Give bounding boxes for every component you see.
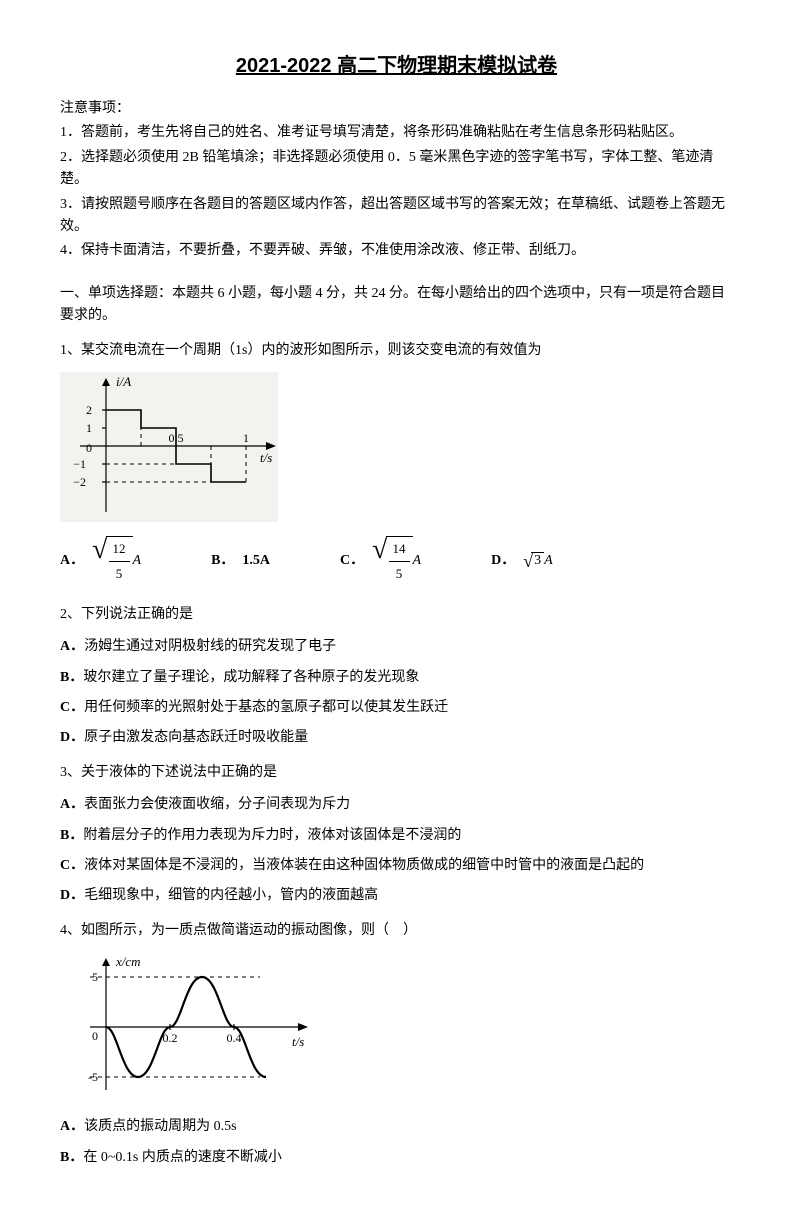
q2-option-d: D．原子由激发态向基态跃迁时吸收能量: [60, 727, 733, 749]
option-text: 液体对某固体是不浸润的，当液体装在由这种固体物质做成的细管中时管中的液面是凸起的: [84, 858, 644, 873]
option-label: A．: [60, 550, 84, 572]
q2-option-c: C．用任何频率的光照射处于基态的氢原子都可以使其发生跃迁: [60, 697, 733, 719]
option-text: 该质点的振动周期为 0.5s: [84, 1119, 236, 1134]
q1-option-a: A． √ 125 A: [60, 536, 141, 586]
svg-text:i/A: i/A: [116, 374, 131, 389]
q2-option-a: A．汤姆生通过对阴极射线的研究发现了电子: [60, 636, 733, 658]
q2-option-b: B．玻尔建立了量子理论，成功解释了各种原子的发光现象: [60, 667, 733, 689]
q1-option-d: D． √ 3 A: [491, 550, 553, 572]
fraction-num: 12: [109, 537, 130, 562]
radicand: 3: [531, 552, 544, 569]
unit: A: [133, 550, 142, 572]
q3-option-c: C．液体对某固体是不浸润的，当液体装在由这种固体物质做成的细管中时管中的液面是凸…: [60, 855, 733, 877]
option-text: 用任何频率的光照射处于基态的氢原子都可以使其发生跃迁: [84, 700, 448, 715]
q4-text-suffix: ）: [403, 923, 417, 938]
q2-text: 2、下列说法正确的是: [60, 604, 733, 626]
sqrt-icon: √ 125: [92, 536, 132, 586]
notes-heading: 注意事项：: [60, 98, 733, 120]
svg-text:−1: −1: [73, 457, 86, 471]
svg-text:0: 0: [92, 1029, 98, 1043]
note-line: 3．请按照题号顺序在各题目的答题区域内作答，超出答题区域书写的答案无效；在草稿纸…: [60, 194, 733, 239]
option-text: 原子由激发态向基态跃迁时吸收能量: [84, 730, 308, 745]
unit: A: [413, 550, 422, 572]
q1-option-b: B． 1.5A: [211, 550, 270, 572]
q4-sine-chart: 5 -5 0 0.2 0.4 x/cm t/s: [60, 952, 733, 1102]
q4-text-prefix: 4、如图所示，为一质点做简谐运动的振动图像，则（: [60, 923, 389, 938]
note-line: 1．答题前，考生先将自己的姓名、准考证号填写清楚，将条形码准确粘贴在考生信息条形…: [60, 122, 733, 144]
q1-waveform-chart: 2 1 0 −1 −2 0.5 1 i/A t/s: [60, 372, 733, 522]
svg-text:0: 0: [86, 441, 92, 455]
option-label: C．: [340, 550, 364, 572]
q4-text: 4、如图所示，为一质点做简谐运动的振动图像，则（ ）: [60, 920, 733, 942]
svg-text:0.2: 0.2: [163, 1031, 178, 1045]
q1-options: A． √ 125 A B． 1.5A C． √ 145 A D． √ 3 A: [60, 536, 733, 586]
svg-text:t/s: t/s: [260, 450, 272, 465]
option-label: D．: [491, 550, 515, 572]
unit: A: [544, 550, 553, 572]
option-text: 附着层分子的作用力表现为斥力时，液体对该固体是不浸润的: [83, 828, 461, 843]
q1-text: 1、某交流电流在一个周期（1s）内的波形如图所示，则该交变电流的有效值为: [60, 340, 733, 362]
option-value: 1.5A: [242, 550, 270, 572]
option-text: 汤姆生通过对阴极射线的研究发现了电子: [84, 639, 336, 654]
option-text: 毛细现象中，细管的内径越小，管内的液面越高: [84, 888, 378, 903]
option-text: 表面张力会使液面收缩，分子间表现为斥力: [84, 797, 350, 812]
svg-text:1: 1: [243, 431, 249, 445]
q4-option-b: B．在 0~0.1s 内质点的速度不断减小: [60, 1147, 733, 1169]
section-intro: 一、单项选择题：本题共 6 小题，每小题 4 分，共 24 分。在每小题给出的四…: [60, 283, 733, 328]
q3-option-a: A．表面张力会使液面收缩，分子间表现为斥力: [60, 794, 733, 816]
option-text: 玻尔建立了量子理论，成功解释了各种原子的发光现象: [83, 670, 419, 685]
q3-option-d: D．毛细现象中，细管的内径越小，管内的液面越高: [60, 885, 733, 907]
note-line: 4．保持卡面清洁，不要折叠，不要弄破、弄皱，不准使用涂改液、修正带、刮纸刀。: [60, 240, 733, 262]
note-line: 2．选择题必须使用 2B 铅笔填涂；非选择题必须使用 0．5 毫米黑色字迹的签字…: [60, 147, 733, 192]
svg-text:−2: −2: [73, 475, 86, 489]
sqrt-icon: √ 3: [523, 552, 544, 570]
svg-text:x/cm: x/cm: [115, 954, 141, 969]
q4-option-a: A．该质点的振动周期为 0.5s: [60, 1116, 733, 1138]
svg-text:1: 1: [86, 421, 92, 435]
fraction-den: 5: [392, 562, 407, 586]
page-title: 2021-2022 高二下物理期末模拟试卷: [60, 50, 733, 82]
q1-option-c: C． √ 145 A: [340, 536, 421, 586]
fraction-den: 5: [112, 562, 127, 586]
q3-text: 3、关于液体的下述说法中正确的是: [60, 762, 733, 784]
svg-text:2: 2: [86, 403, 92, 417]
q3-option-b: B．附着层分子的作用力表现为斥力时，液体对该固体是不浸润的: [60, 825, 733, 847]
sqrt-icon: √ 145: [372, 536, 412, 586]
svg-text:0.4: 0.4: [227, 1031, 242, 1045]
svg-text:t/s: t/s: [292, 1034, 304, 1049]
option-label: B．: [211, 550, 234, 572]
option-text: 在 0~0.1s 内质点的速度不断减小: [83, 1150, 282, 1165]
fraction-num: 14: [389, 537, 410, 562]
